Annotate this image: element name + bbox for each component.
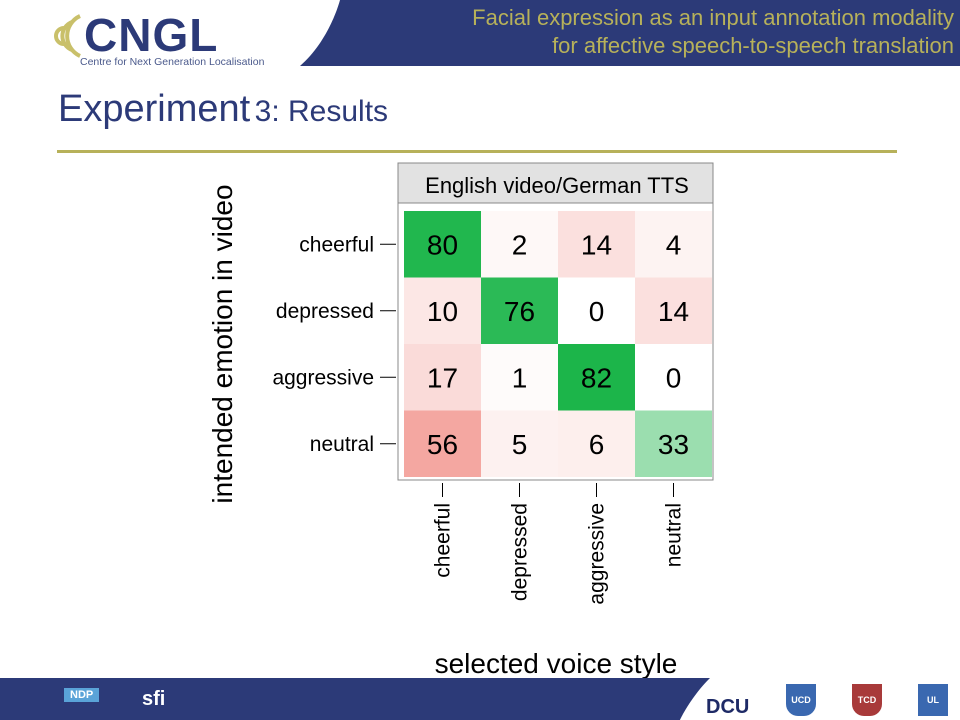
cngl-logo: CNGL Centre for Next Generation Localisa… (50, 6, 300, 72)
slide-title-main: Experiment (58, 88, 251, 130)
heatmap-cell (558, 277, 635, 344)
heatmap-cell (635, 277, 712, 344)
presentation-title-line-1: Facial expression as an input annotation… (472, 5, 954, 30)
heatmap-cell (481, 211, 558, 278)
slide-title: Experiment 3: Results (58, 88, 388, 131)
dcu-logo: DCU (706, 696, 750, 718)
heatmap-cell-value: 2 (512, 229, 528, 260)
heatmap-cell (404, 211, 481, 278)
heatmap-cell-value: 1 (512, 362, 528, 393)
title-divider (57, 150, 897, 153)
ul-crest-logo: UL (918, 684, 948, 716)
heatmap-cell (558, 344, 635, 411)
signal-waves-icon (54, 14, 81, 58)
heatmap-cell-value: 82 (581, 362, 612, 393)
heatmap-cell-value: 33 (658, 429, 689, 460)
row-tick-labels: cheerful depressed aggressive neutral (272, 233, 396, 456)
logo-name: CNGL (84, 9, 219, 61)
heatmap-cell-value: 6 (589, 429, 605, 460)
sfi-logo: sfi (142, 688, 166, 710)
column-tick-labels: cheerful depressed aggressive neutral (432, 483, 686, 605)
column-tick-label: aggressive (586, 503, 609, 605)
heatmap-cell-value: 10 (427, 296, 458, 327)
y-axis-label: intended emotion in video (207, 184, 238, 503)
row-tick-label: neutral (310, 433, 374, 456)
panel-strip (397, 162, 714, 204)
heatmap-cell (635, 211, 712, 278)
heatmap-cell-value: 4 (666, 229, 682, 260)
heatmap-cell (635, 344, 712, 411)
column-tick-label: cheerful (432, 503, 455, 578)
logo-tagline: Centre for Next Generation Localisation (80, 56, 265, 68)
heatmap-cell (558, 410, 635, 477)
heatmap-cell-value: 14 (581, 229, 612, 260)
heatmap-cell-value: 14 (658, 296, 689, 327)
panel-title: English video/German TTS (425, 173, 689, 198)
heatmap-cell (635, 410, 712, 477)
presentation-title-line-2: for affective speech-to-speech translati… (552, 33, 954, 58)
heatmap-cell-value: 0 (589, 296, 605, 327)
row-tick-label: aggressive (272, 366, 374, 389)
heatmap-cell-value: 56 (427, 429, 458, 460)
ucd-crest-logo: UCD (786, 684, 816, 716)
slide-title-sub: 3: Results (254, 95, 389, 128)
heatmap-cell-value: 17 (427, 362, 458, 393)
heatmap-cell (404, 277, 481, 344)
heatmap-cell (558, 211, 635, 278)
heatmap-cell-value: 0 (666, 362, 682, 393)
row-tick-label: cheerful (299, 233, 374, 256)
heatmap-cell (481, 344, 558, 411)
heatmap-cell-value: 76 (504, 296, 535, 327)
header-band (300, 0, 960, 66)
presentation-title: Facial expression as an input annotation… (472, 4, 954, 60)
row-tick-label: depressed (276, 300, 374, 323)
heatmap-cell-value: 5 (512, 429, 528, 460)
footer-band (0, 678, 710, 720)
heatmap-cell (404, 410, 481, 477)
ndp-logo: NDP (64, 688, 100, 702)
heatmap-cell (481, 277, 558, 344)
heatmap-cell (481, 410, 558, 477)
heatmap-cell (404, 344, 481, 411)
tcd-crest-logo: TCD (852, 684, 882, 716)
column-tick-label: depressed (509, 503, 532, 601)
x-axis-label: selected voice style (435, 648, 678, 679)
heatmap-cell-value: 80 (427, 229, 458, 260)
column-tick-label: neutral (663, 503, 686, 567)
